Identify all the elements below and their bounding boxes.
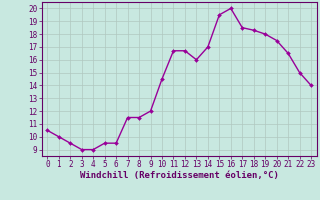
X-axis label: Windchill (Refroidissement éolien,°C): Windchill (Refroidissement éolien,°C) — [80, 171, 279, 180]
